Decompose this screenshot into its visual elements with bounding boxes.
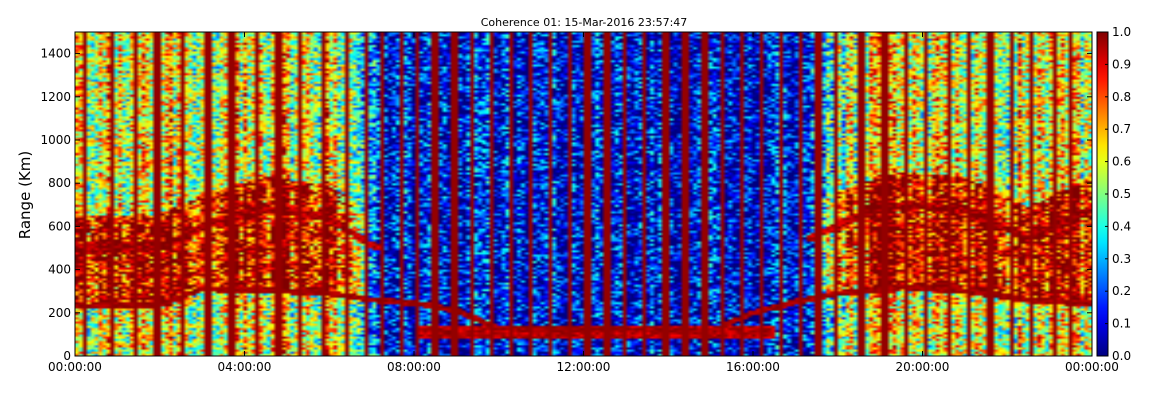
colorbar-tick-label: 0.8 bbox=[1112, 90, 1131, 104]
x-tick-label: 20:00:00 bbox=[896, 360, 950, 374]
y-tick-label: 200 bbox=[48, 306, 71, 320]
x-tick-label: 08:00:00 bbox=[387, 360, 441, 374]
colorbar-tick-label: 0.4 bbox=[1112, 219, 1131, 233]
x-tick-label: 04:00:00 bbox=[218, 360, 272, 374]
y-tick-label: 1400 bbox=[40, 47, 71, 61]
y-axis: 0 200 400 600 800 1000 1200 1400 bbox=[40, 47, 1092, 363]
x-axis: 00:00:00 04:00:00 08:00:00 12:00:00 16:00:00… bbox=[48, 32, 1119, 374]
y-tick-label: 0 bbox=[63, 349, 71, 363]
x-tick-label: 00:00:00 bbox=[1065, 360, 1119, 374]
colorbar-tick-label: 0.6 bbox=[1112, 155, 1131, 169]
colorbar-tick-label: 0.3 bbox=[1112, 252, 1131, 266]
y-tick-label: 400 bbox=[48, 263, 71, 277]
colorbar-tick-label: 1.0 bbox=[1112, 25, 1131, 39]
colorbar-tick-label: 0.0 bbox=[1112, 349, 1131, 363]
x-tick-label: 16:00:00 bbox=[726, 360, 780, 374]
x-tick-label: 12:00:00 bbox=[557, 360, 611, 374]
colorbar-tick-label: 0.5 bbox=[1112, 187, 1131, 201]
chart-title: Coherence 01: 15-Mar-2016 23:57:47 bbox=[481, 16, 688, 29]
colorbar-tick-label: 0.2 bbox=[1112, 284, 1131, 298]
colorbar-gradient bbox=[1097, 32, 1108, 356]
heatmap-plot-area bbox=[75, 32, 1092, 356]
y-tick-label: 800 bbox=[48, 176, 71, 190]
colorbar-axis: 0.0 0.1 0.2 0.3 0.4 0.5 0.6 0.7 0.8 0.9 1.0 bbox=[1105, 25, 1131, 363]
colorbar-tick-label: 0.7 bbox=[1112, 122, 1131, 136]
colorbar-tick-label: 0.1 bbox=[1112, 317, 1131, 331]
y-tick-label: 1000 bbox=[40, 133, 71, 147]
x-tick-label: 00:00:00 bbox=[48, 360, 102, 374]
y-tick-label: 1200 bbox=[40, 90, 71, 104]
y-axis-label: Range (Km) bbox=[16, 151, 34, 239]
heatmap-image bbox=[75, 32, 1092, 356]
y-tick-label: 600 bbox=[48, 219, 71, 233]
colorbar bbox=[1097, 32, 1108, 356]
colorbar-tick-label: 0.9 bbox=[1112, 57, 1131, 71]
